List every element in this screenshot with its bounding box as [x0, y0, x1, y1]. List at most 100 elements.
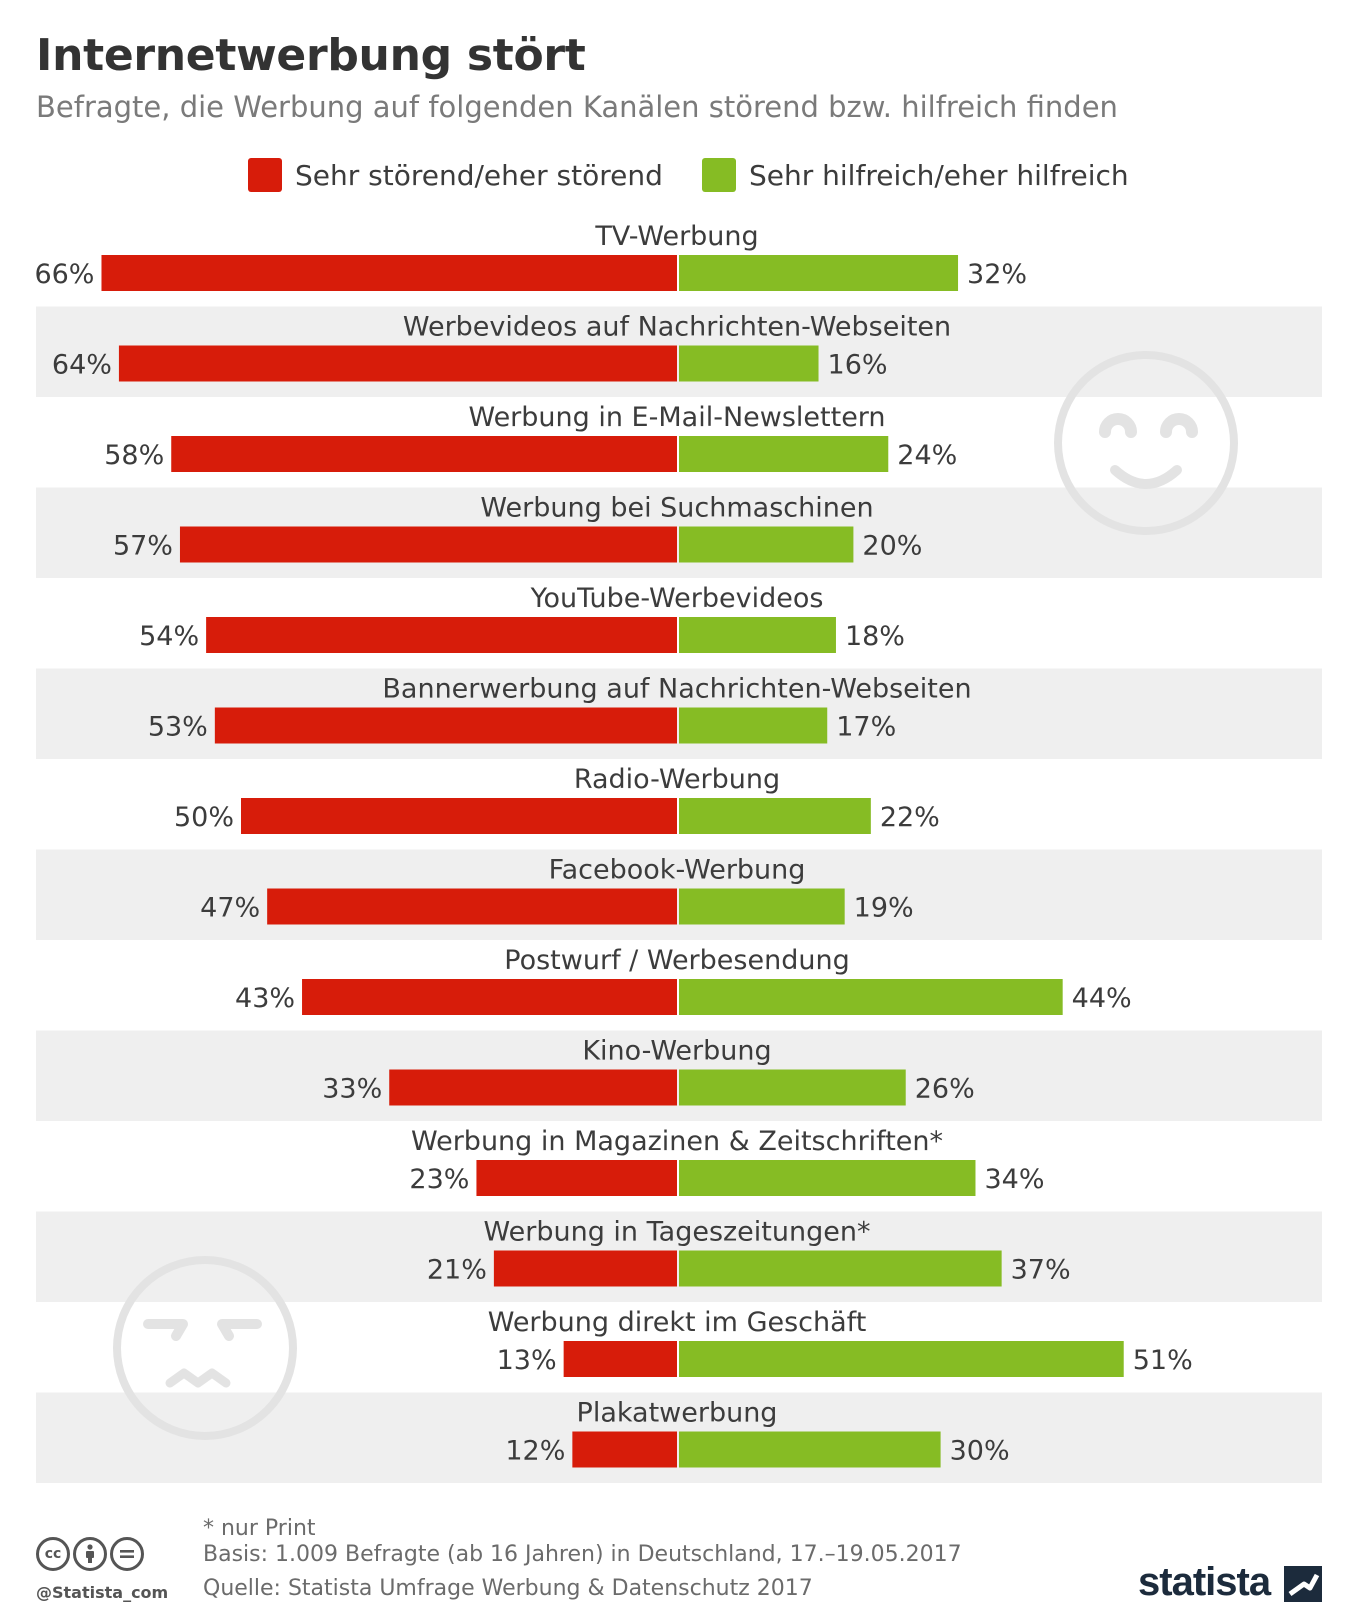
- bar-row: Postwurf / Werbesendung 43% 44%: [235, 945, 1132, 1015]
- value-label-hilfreich: 32%: [967, 259, 1027, 290]
- value-label-stoerend: 21%: [427, 1255, 487, 1286]
- category-label: Postwurf / Werbesendung: [504, 945, 849, 976]
- value-label-hilfreich: 18%: [845, 621, 905, 652]
- bar-hilfreich: [679, 345, 819, 382]
- bar-stoerend: [214, 707, 677, 744]
- category-label: TV-Werbung: [594, 221, 758, 252]
- value-label-stoerend: 47%: [200, 893, 260, 924]
- chart-rows: TV-Werbung 66% 32% Werbevideos auf Nachrich…: [34, 221, 1193, 1468]
- legend: Sehr störend/eher störend Sehr hilfreich…: [0, 154, 1360, 196]
- category-label: Werbung in E-Mail-Newslettern: [468, 402, 885, 433]
- by-icon: [73, 1537, 107, 1571]
- statista-logo-icon: [1284, 1566, 1322, 1602]
- license-icons: cc: [36, 1537, 144, 1571]
- category-label: Bannerwerbung auf Nachrichten-Webseiten: [382, 674, 971, 705]
- category-label: Werbung in Magazinen & Zeitschriften*: [411, 1126, 943, 1157]
- value-label-hilfreich: 22%: [880, 802, 940, 833]
- bar-row: Werbung in E-Mail-Newslettern 58% 24%: [104, 402, 957, 472]
- bar-row: Werbung bei Suchmaschinen 57% 20%: [113, 493, 922, 563]
- bar-hilfreich: [679, 255, 959, 291]
- smiley-face-icon: [1054, 351, 1238, 535]
- nd-icon: [110, 1537, 144, 1571]
- bar-hilfreich: [679, 888, 845, 925]
- value-label-stoerend: 58%: [104, 440, 164, 471]
- bar-stoerend: [101, 255, 678, 291]
- value-label-stoerend: 33%: [322, 1074, 382, 1105]
- bar-row: Werbevideos auf Nachrichten-Webseiten 64%…: [52, 312, 951, 382]
- value-label-stoerend: 54%: [139, 621, 199, 652]
- value-label-stoerend: 43%: [235, 983, 295, 1014]
- value-label-hilfreich: 24%: [897, 440, 957, 471]
- value-label-stoerend: 50%: [174, 802, 234, 833]
- bar-stoerend: [206, 617, 677, 653]
- legend-label-hilfreich: Sehr hilfreich/eher hilfreich: [749, 158, 1129, 192]
- value-label-stoerend: 13%: [497, 1345, 557, 1376]
- basis-note: Basis: 1.009 Befragte (ab 16 Jahren) in …: [203, 1542, 962, 1567]
- bar-hilfreich: [679, 526, 854, 563]
- source-note: Quelle: Statista Umfrage Werbung & Daten…: [203, 1576, 813, 1601]
- bar-hilfreich: [679, 1341, 1124, 1377]
- footnote: * nur Print: [203, 1516, 316, 1541]
- annoyed-face-icon: [113, 1256, 297, 1440]
- page-subtitle: Befragte, die Werbung auf folgenden Kanä…: [36, 90, 1118, 124]
- bar-row: Werbung in Magazinen & Zeitschriften* 23%…: [409, 1126, 1044, 1196]
- legend-item-hilfreich: Sehr hilfreich/eher hilfreich: [702, 154, 1129, 196]
- value-label-hilfreich: 19%: [854, 893, 914, 924]
- bar-row: TV-Werbung 66% 32%: [34, 221, 1027, 291]
- category-label: Plakatwerbung: [577, 1398, 778, 1429]
- chart: TV-Werbung 66% 32% Werbevideos auf Nachrich…: [34, 221, 1322, 1483]
- legend-swatch-hilfreich: [702, 158, 736, 192]
- category-label: Radio-Werbung: [574, 764, 780, 795]
- bar-hilfreich: [679, 707, 828, 744]
- category-label: Kino-Werbung: [582, 1036, 771, 1067]
- bar-row: Werbung direkt im Geschäft 13% 51%: [488, 1307, 1193, 1377]
- legend-label-stoerend: Sehr störend/eher störend: [295, 158, 663, 192]
- bar-stoerend: [179, 526, 677, 563]
- value-label-hilfreich: 37%: [1011, 1255, 1071, 1286]
- bar-row: Plakatwerbung 12% 30%: [505, 1398, 1010, 1468]
- social-handle: @Statista_com: [36, 1583, 169, 1602]
- bar-stoerend: [302, 979, 677, 1015]
- bar-hilfreich: [679, 798, 871, 834]
- bar-stoerend: [389, 1069, 677, 1106]
- category-label: Werbung in Tageszeitungen*: [484, 1217, 871, 1248]
- bar-stoerend: [476, 1160, 677, 1196]
- bar-hilfreich: [679, 1431, 941, 1468]
- legend-item-stoerend: Sehr störend/eher störend: [248, 154, 663, 196]
- brand-logo: statista: [1138, 1560, 1271, 1604]
- value-label-stoerend: 23%: [409, 1164, 469, 1195]
- category-label: Werbung direkt im Geschäft: [488, 1307, 867, 1338]
- category-label: Facebook-Werbung: [549, 855, 806, 886]
- page-title: Internetwerbung stört: [36, 30, 586, 81]
- value-label-hilfreich: 20%: [862, 531, 922, 562]
- value-label-stoerend: 12%: [505, 1436, 565, 1467]
- bar-stoerend: [563, 1341, 677, 1377]
- category-label: YouTube-Werbevideos: [530, 583, 824, 614]
- bar-row: Bannerwerbung auf Nachrichten-Webseiten 5…: [148, 674, 972, 744]
- bar-hilfreich: [679, 436, 889, 472]
- bar-row: Werbung in Tageszeitungen* 21% 37%: [427, 1217, 1071, 1287]
- value-label-stoerend: 64%: [52, 350, 112, 381]
- bar-hilfreich: [679, 1250, 1002, 1287]
- cc-icon: cc: [36, 1537, 70, 1571]
- value-label-hilfreich: 30%: [950, 1436, 1010, 1467]
- value-label-hilfreich: 34%: [984, 1164, 1044, 1195]
- value-label-hilfreich: 44%: [1072, 983, 1132, 1014]
- bar-stoerend: [572, 1431, 677, 1468]
- bar-hilfreich: [679, 1160, 976, 1196]
- bar-row: Kino-Werbung 33% 26%: [322, 1036, 975, 1106]
- decorative-faces: [113, 351, 1238, 1440]
- bar-stoerend: [241, 798, 677, 834]
- value-label-hilfreich: 16%: [828, 350, 888, 381]
- bar-stoerend: [118, 345, 678, 382]
- bar-row: YouTube-Werbevideos 54% 18%: [139, 583, 905, 653]
- bar-hilfreich: [679, 617, 836, 653]
- category-label: Werbevideos auf Nachrichten-Webseiten: [403, 312, 951, 343]
- legend-swatch-stoerend: [248, 158, 282, 192]
- bar-row: Facebook-Werbung 47% 19%: [200, 855, 914, 925]
- value-label-stoerend: 57%: [113, 531, 173, 562]
- bar-stoerend: [493, 1250, 677, 1287]
- bar-hilfreich: [679, 1069, 906, 1106]
- bar-hilfreich: [679, 979, 1063, 1015]
- value-label-hilfreich: 26%: [915, 1074, 975, 1105]
